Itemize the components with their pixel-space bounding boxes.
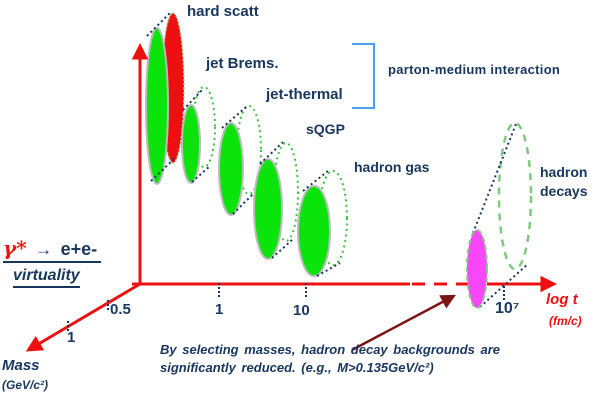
label-virtuality: virtuality (13, 267, 80, 288)
hadron-gas-dotted-ellipse (318, 170, 348, 266)
time-axis-label: log t (546, 291, 578, 308)
time-tick-label-1e7: 10⁷ (495, 300, 520, 317)
label-hadron-decays-line2: decays (540, 183, 588, 199)
mass-axis-unit: (GeV/c²) (2, 378, 49, 392)
hadron-gas-green-ellipse (297, 185, 331, 277)
stage-hadron-gas-blob (297, 170, 348, 277)
hadron-decays-dashed-ellipse (497, 121, 533, 271)
label-sqgp: sQGP (306, 121, 345, 137)
jet-brems-green-ellipse (181, 104, 201, 184)
lightcone-line (259, 141, 284, 165)
lightcone-line (302, 170, 329, 192)
epair-symbol: e+e- (60, 239, 98, 259)
time-axis-unit: (fm/c) (549, 314, 582, 328)
time-tick-label-1: 1 (215, 301, 224, 318)
label-hadron-gas: hadron gas (354, 159, 430, 175)
lightcone-line (146, 12, 171, 37)
mass-tick-label-1: 1 (67, 329, 76, 346)
caption-line2: significantly reduced. (e.g., M>0.135GeV… (160, 360, 434, 375)
label-hadron-decays-line1: hadron (540, 164, 588, 180)
sqgp-green-ellipse (253, 158, 283, 260)
mass-axis (25, 282, 141, 352)
label-parton-medium: parton-medium interaction (388, 62, 561, 77)
dilepton-formula: γ* → e+e- (3, 236, 102, 263)
lightcone-line (191, 165, 211, 183)
lightcone-line (221, 106, 247, 129)
label-hadron-decays: hadron decays (540, 163, 587, 201)
arrow-symbol: → (35, 240, 53, 259)
label-hard-scatt: hard scatt (187, 3, 259, 20)
caption-text: By selecting masses, hadron decay backgr… (160, 341, 500, 377)
stage-jet-thermal-blob (218, 105, 262, 216)
mass-tick-label-05: 0.5 (110, 301, 131, 318)
lightcone-line (472, 123, 517, 234)
hadron-decays-magenta-ellipse (466, 229, 488, 309)
stage-hadron-decays-blob (466, 121, 533, 309)
parton-medium-bracket (352, 43, 375, 109)
stage-hard-scatt-blob (145, 12, 185, 185)
jet-brems-dotted-ellipse (192, 86, 216, 168)
gamma-star-symbol: γ* (3, 236, 27, 260)
jet-thermal-green-ellipse (218, 122, 244, 216)
label-jet-brems: jet Brems. (206, 55, 279, 72)
stage-sqgp-blob (253, 141, 299, 260)
mass-axis-label: Mass (2, 357, 40, 374)
stage-jet-brems-blob (181, 86, 216, 184)
lightcone-line (479, 263, 529, 308)
caption-arrow (351, 294, 456, 352)
time-tick-label-10: 10 (293, 302, 310, 319)
hard-scatt-green-ellipse (145, 27, 169, 185)
lightcone-line (150, 158, 175, 182)
caption-line1: By selecting masses, hadron decay backgr… (160, 342, 501, 357)
label-jet-thermal: jet-thermal (266, 86, 343, 103)
